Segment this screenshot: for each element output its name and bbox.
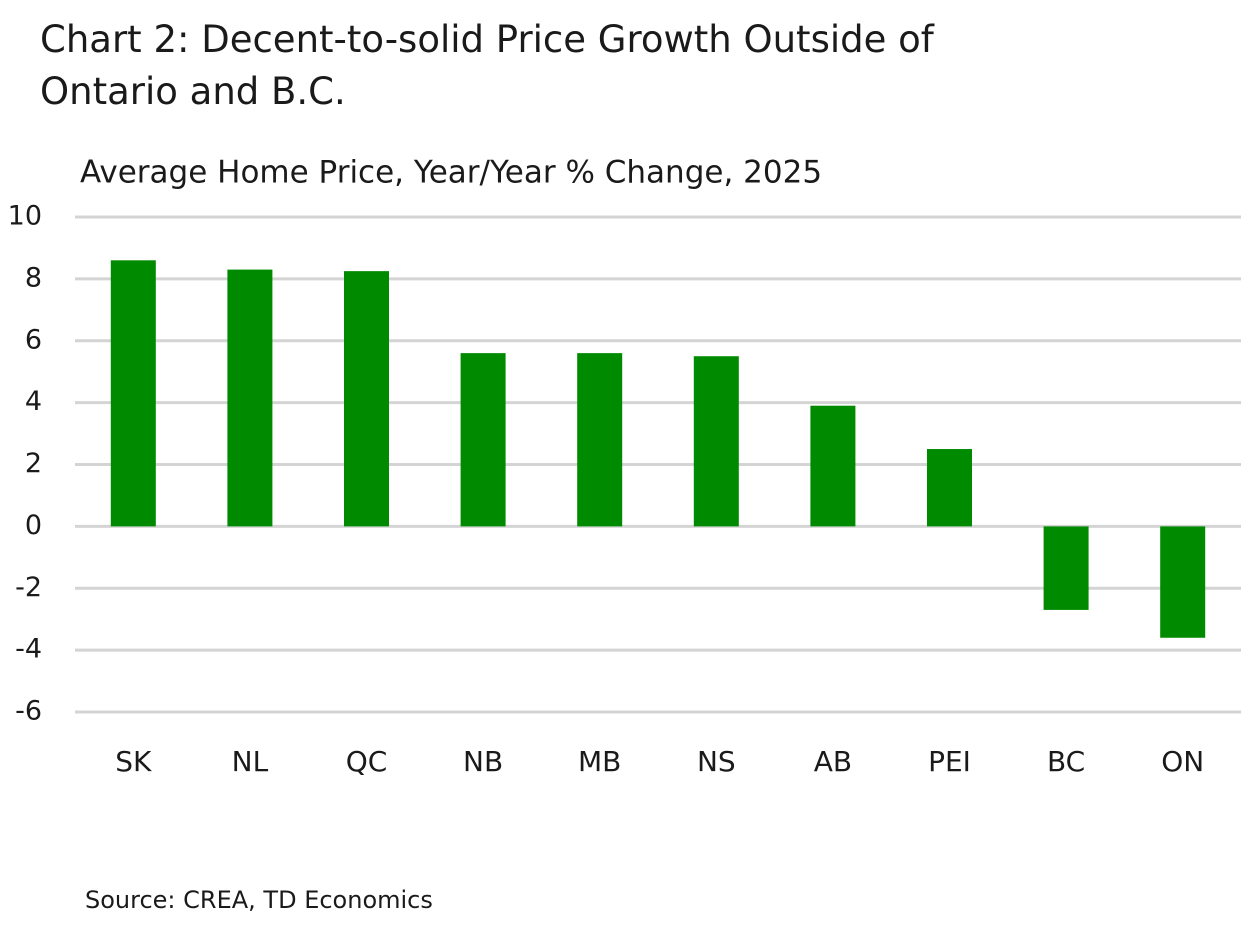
bar <box>693 356 739 527</box>
y-tick-label: 10 <box>8 201 42 232</box>
bar <box>110 260 156 527</box>
x-tick-label: BC <box>1047 745 1085 778</box>
chart-title: Chart 2: Decent-to-solid Price Growth Ou… <box>40 18 934 113</box>
source-note: Source: CREA, TD Economics <box>85 886 433 914</box>
y-tick-label: -2 <box>15 572 42 603</box>
bar <box>1043 526 1089 610</box>
y-tick-label: 8 <box>25 262 42 293</box>
bar <box>810 405 856 527</box>
y-tick-label: 6 <box>25 324 42 355</box>
chart-subtitle: Average Home Price, Year/Year % Change, … <box>80 155 822 191</box>
y-tick-label: -4 <box>15 634 42 665</box>
bar <box>227 269 273 527</box>
x-tick-label: SK <box>115 745 152 778</box>
x-tick-label: NS <box>697 745 736 778</box>
bar <box>577 353 623 527</box>
x-tick-label: MB <box>578 745 621 778</box>
bar <box>460 353 506 527</box>
x-tick-label: QC <box>346 745 388 778</box>
x-tick-label: AB <box>814 745 852 778</box>
y-tick-label: 2 <box>25 448 42 479</box>
bar <box>344 271 389 527</box>
x-tick-label: ON <box>1161 745 1204 778</box>
y-tick-label: -6 <box>15 696 42 727</box>
bar <box>927 449 972 527</box>
x-tick-label: NL <box>232 745 269 778</box>
x-tick-label: PEI <box>928 745 971 778</box>
bar <box>1160 526 1206 638</box>
y-tick-label: 0 <box>25 510 42 541</box>
y-tick-label: 4 <box>25 386 42 417</box>
x-tick-label: NB <box>463 745 503 778</box>
